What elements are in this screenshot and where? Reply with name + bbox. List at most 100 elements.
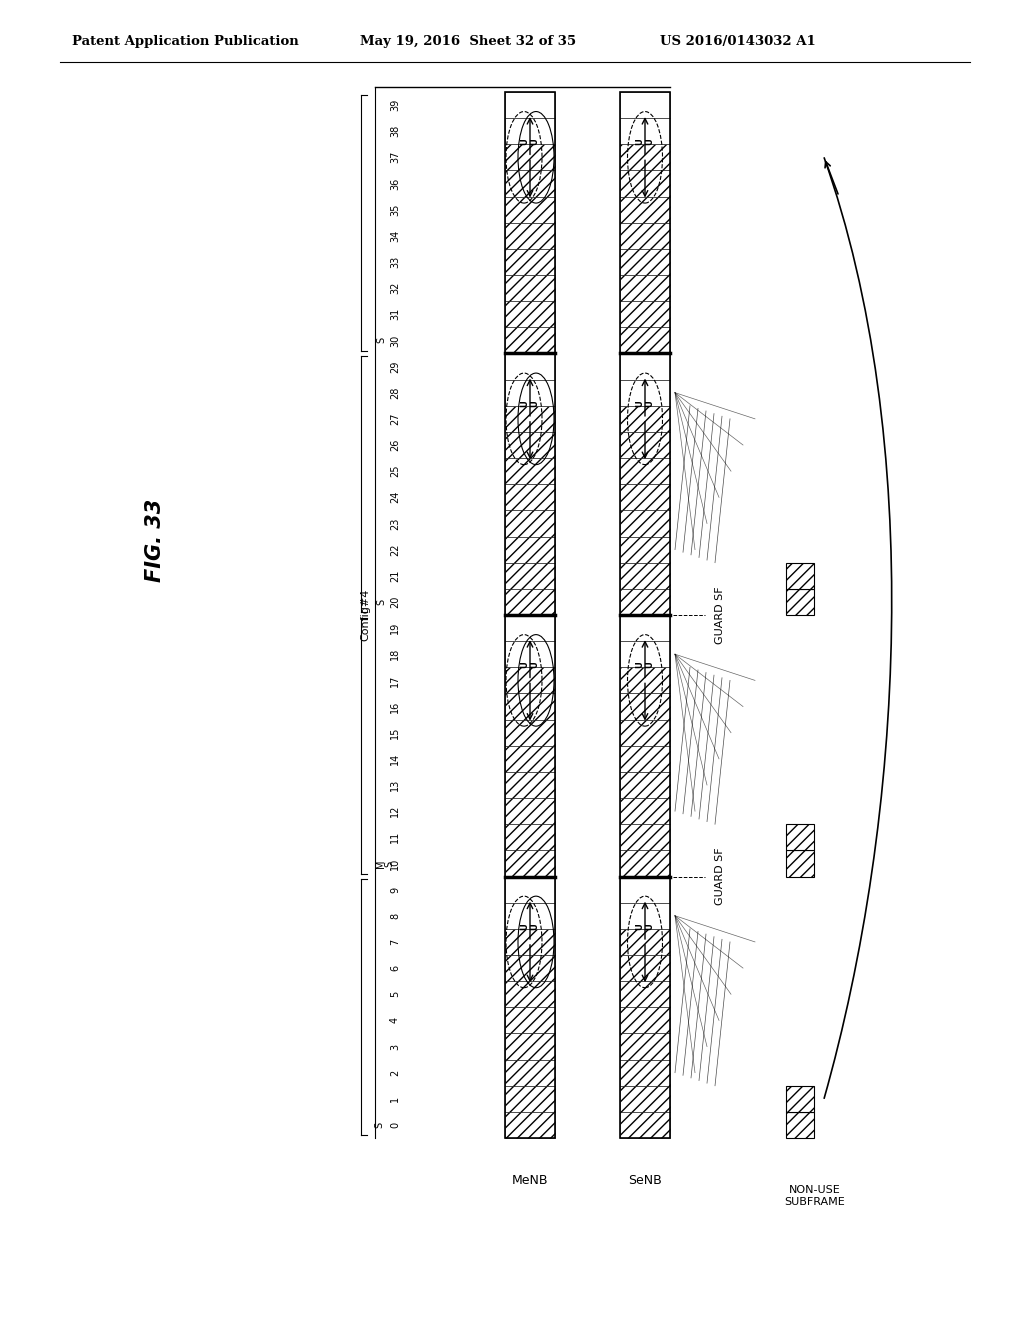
Text: M: M — [376, 859, 386, 867]
Text: 19: 19 — [390, 622, 400, 634]
Bar — [505, 824, 555, 850]
Bar — [620, 354, 670, 380]
Bar — [620, 954, 670, 981]
Bar — [620, 642, 670, 668]
Text: 0: 0 — [390, 1122, 400, 1129]
Text: U: U — [530, 661, 540, 668]
Bar — [786, 589, 814, 615]
Bar — [505, 1111, 555, 1138]
Text: U: U — [645, 400, 654, 407]
Bar — [505, 92, 555, 1138]
Text: 29: 29 — [390, 360, 400, 372]
Bar — [620, 1034, 670, 1060]
Text: 23: 23 — [390, 517, 400, 529]
Bar — [620, 562, 670, 589]
Text: 35: 35 — [390, 203, 400, 215]
Bar — [505, 562, 555, 589]
Text: 28: 28 — [390, 387, 400, 399]
Bar — [505, 223, 555, 249]
Text: U: U — [636, 400, 644, 407]
Text: U: U — [645, 661, 654, 668]
Bar — [620, 903, 670, 929]
Text: U: U — [645, 139, 654, 145]
Bar — [620, 929, 670, 954]
Bar — [505, 772, 555, 799]
Text: NON-USE
SUBFRAME: NON-USE SUBFRAME — [784, 1185, 846, 1206]
Text: 6: 6 — [390, 965, 400, 972]
Bar — [620, 1060, 670, 1086]
Bar — [620, 693, 670, 719]
Text: U: U — [636, 139, 644, 145]
Text: 20: 20 — [390, 595, 400, 609]
Bar — [505, 1060, 555, 1086]
Text: U: U — [520, 139, 529, 145]
Text: 21: 21 — [390, 570, 400, 582]
Text: 25: 25 — [390, 465, 400, 478]
Text: 13: 13 — [390, 779, 400, 791]
Bar — [505, 693, 555, 719]
Bar — [505, 432, 555, 458]
Bar — [505, 144, 555, 170]
Bar — [620, 536, 670, 562]
Bar — [620, 432, 670, 458]
Text: 1: 1 — [390, 1096, 400, 1102]
Bar — [505, 92, 555, 117]
Bar — [505, 380, 555, 405]
Bar — [620, 275, 670, 301]
Text: Patent Application Publication: Patent Application Publication — [72, 36, 299, 49]
Bar — [620, 772, 670, 799]
Bar — [620, 615, 670, 642]
Bar — [620, 1086, 670, 1111]
Bar — [505, 746, 555, 772]
Bar — [505, 117, 555, 144]
Bar — [620, 327, 670, 354]
Text: 10: 10 — [390, 857, 400, 870]
Bar — [620, 92, 670, 1138]
Text: GUARD SF: GUARD SF — [715, 586, 725, 644]
Text: 31: 31 — [390, 308, 400, 321]
Bar — [505, 327, 555, 354]
Text: 5: 5 — [390, 991, 400, 998]
Bar — [505, 536, 555, 562]
Text: US 2016/0143032 A1: US 2016/0143032 A1 — [660, 36, 816, 49]
Text: 30: 30 — [390, 334, 400, 347]
Text: 16: 16 — [390, 701, 400, 713]
Bar — [620, 405, 670, 432]
Text: 2: 2 — [390, 1069, 400, 1076]
Text: 39: 39 — [390, 99, 400, 111]
Text: 18: 18 — [390, 648, 400, 660]
Bar — [786, 1111, 814, 1138]
Text: U: U — [520, 400, 529, 407]
Text: 8: 8 — [390, 912, 400, 919]
Bar — [620, 799, 670, 824]
Bar — [505, 799, 555, 824]
Bar — [505, 903, 555, 929]
Text: 14: 14 — [390, 752, 400, 766]
Text: U: U — [520, 661, 529, 668]
Bar — [620, 1111, 670, 1138]
Bar — [620, 746, 670, 772]
Text: GUARD SF: GUARD SF — [715, 847, 725, 906]
Text: S: S — [376, 599, 386, 605]
Text: U: U — [530, 923, 540, 929]
Text: 11: 11 — [390, 832, 400, 843]
Bar — [620, 484, 670, 511]
Text: U: U — [636, 661, 644, 668]
Text: 34: 34 — [390, 230, 400, 242]
Bar — [620, 249, 670, 275]
Text: 9: 9 — [390, 887, 400, 892]
Text: 17: 17 — [390, 675, 400, 686]
Text: FIG. 33: FIG. 33 — [145, 499, 165, 582]
Text: U: U — [530, 400, 540, 407]
Bar — [505, 301, 555, 327]
Text: 3: 3 — [390, 1044, 400, 1049]
Bar — [505, 458, 555, 484]
Bar — [505, 850, 555, 876]
Bar — [505, 668, 555, 693]
Bar — [620, 824, 670, 850]
Text: MeNB: MeNB — [512, 1173, 548, 1187]
Bar — [505, 981, 555, 1007]
Bar — [620, 301, 670, 327]
Bar — [505, 1086, 555, 1111]
Bar — [620, 668, 670, 693]
